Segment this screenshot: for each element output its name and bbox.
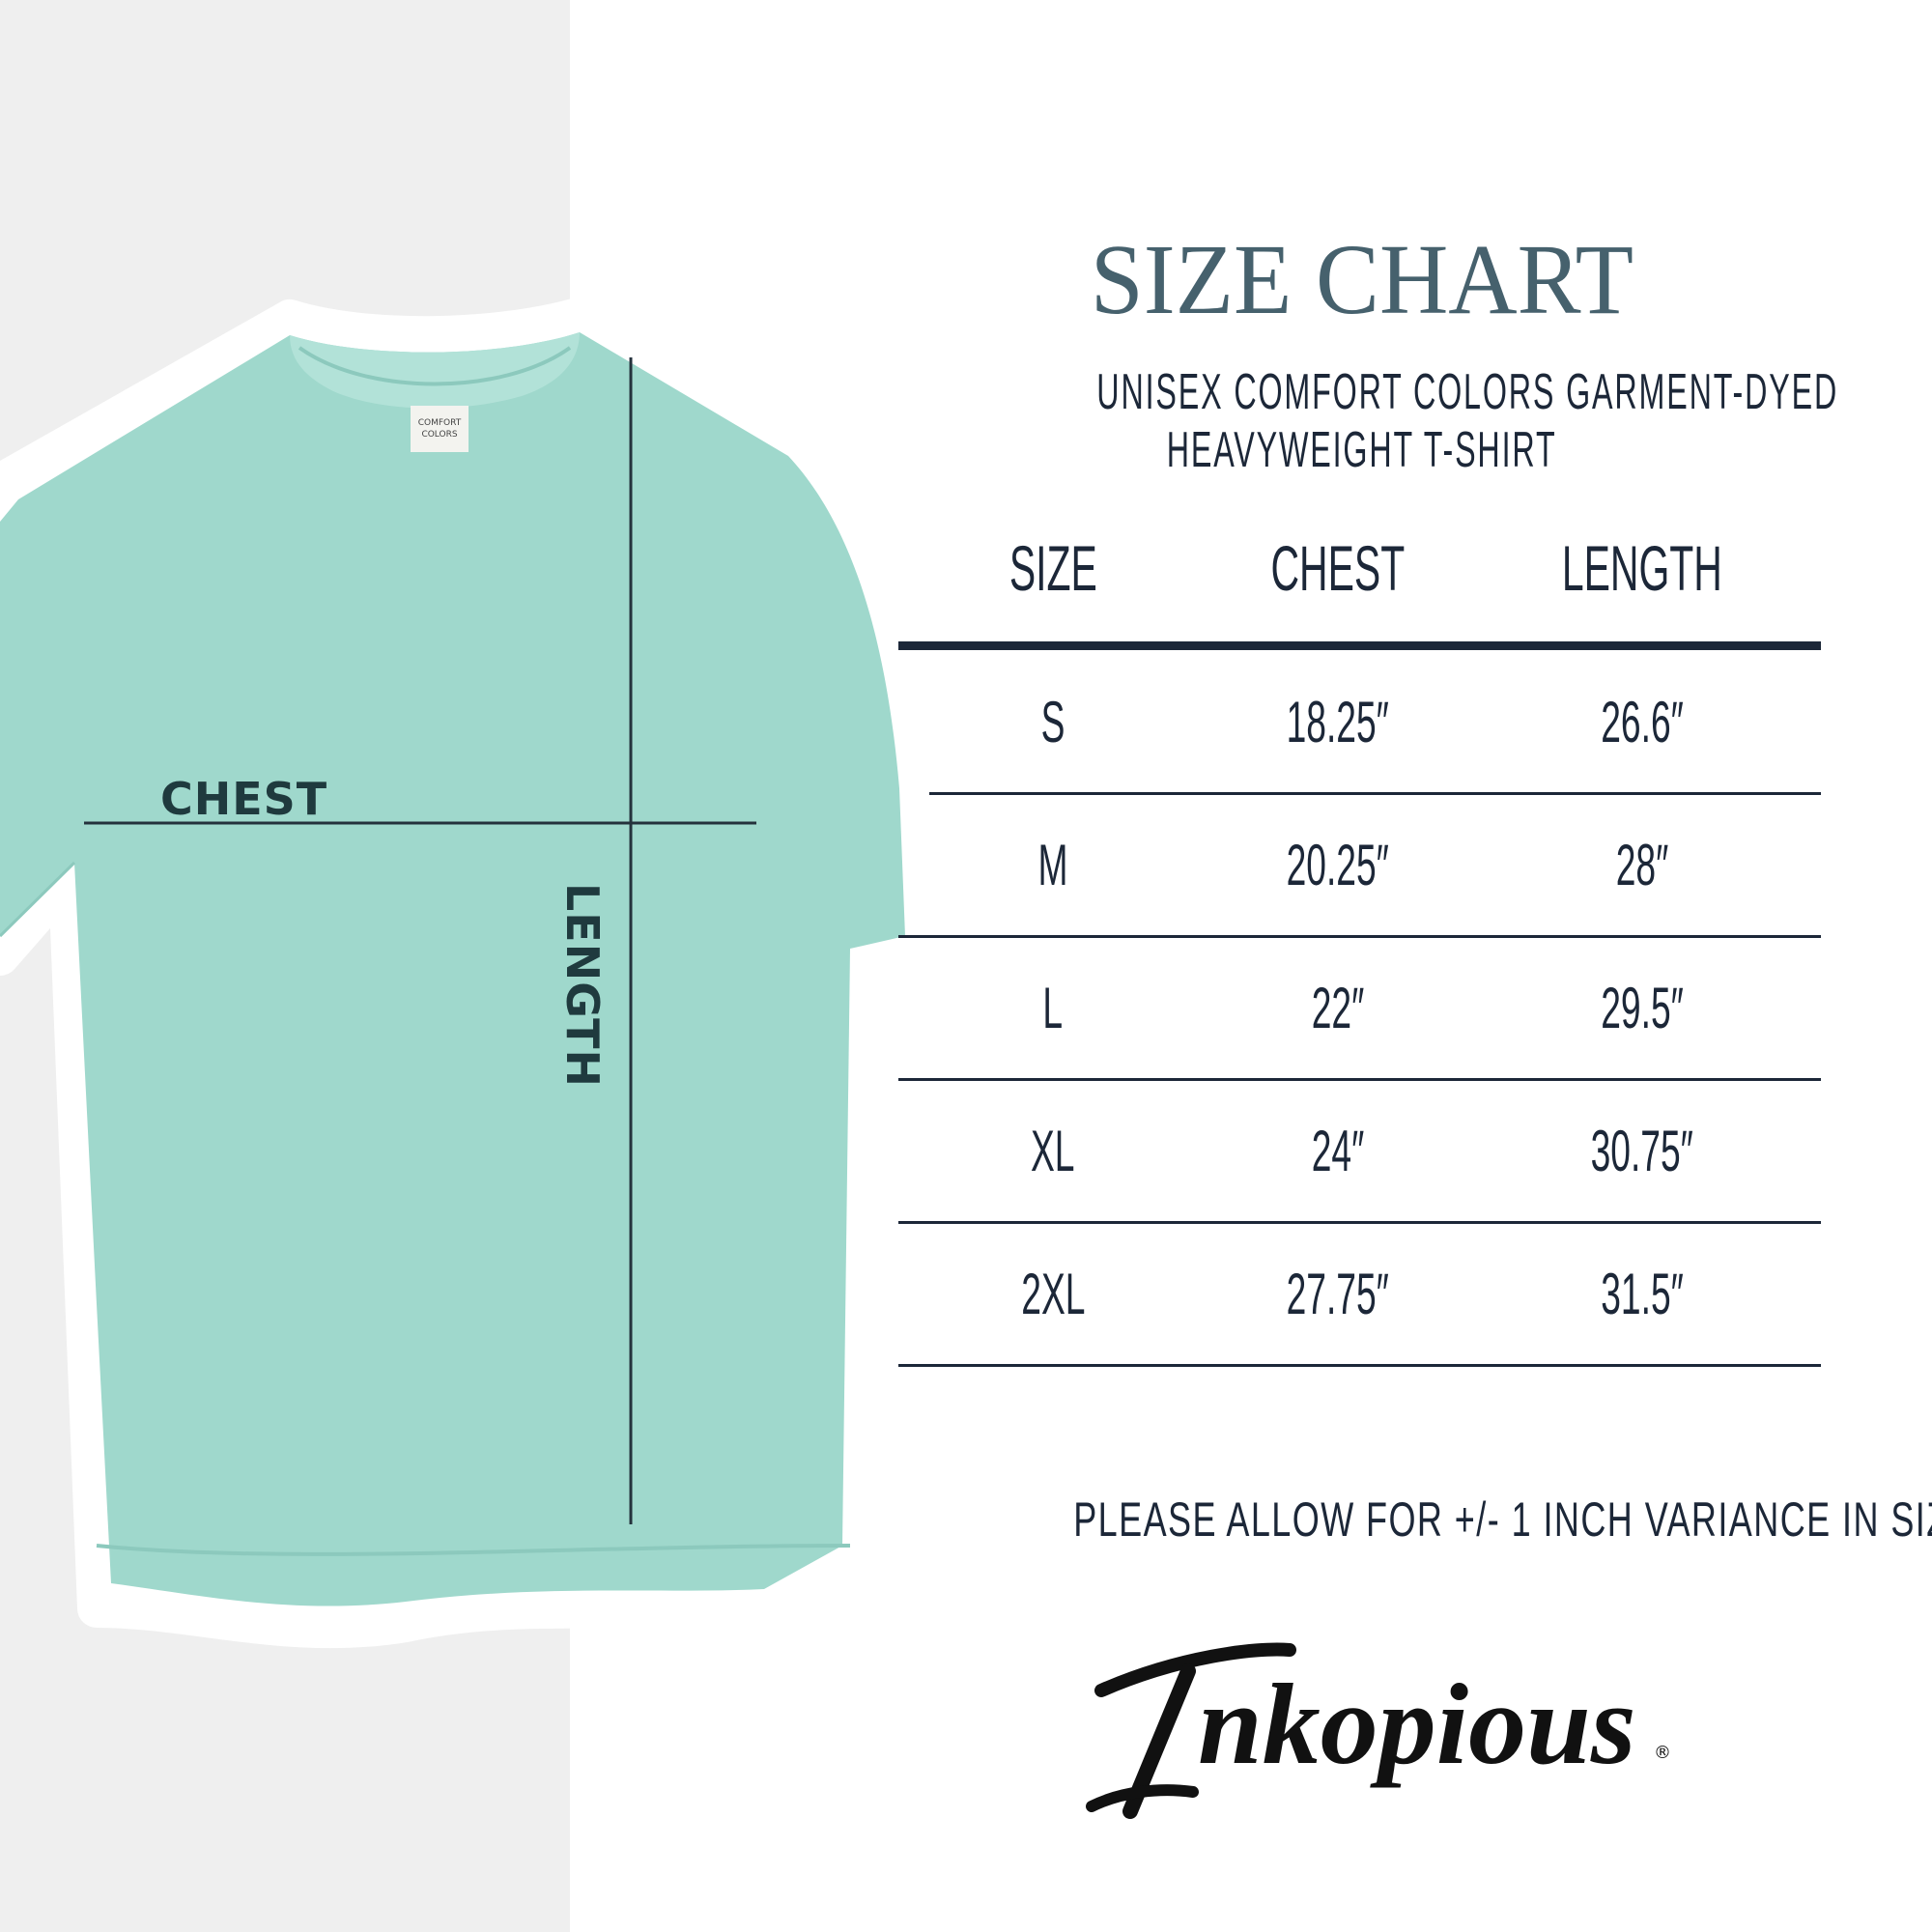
row-divider — [929, 792, 1821, 795]
registered-mark: ® — [1654, 1743, 1671, 1763]
size-value: M — [1037, 833, 1068, 897]
note-text: PLEASE ALLOW FOR +/- 1 INCH VARIANCE IN … — [1073, 1492, 1932, 1547]
chest-value: 24″ — [1311, 1119, 1365, 1183]
length-value: 30.75″ — [1590, 1119, 1694, 1183]
cell-chest: 24″ — [1193, 1122, 1483, 1180]
header-chest: CHEST — [1193, 536, 1483, 600]
inkopious-logo: nkopious ® — [1086, 1642, 1671, 1819]
size-value: L — [1042, 976, 1064, 1040]
subtitle-text: UNISEX COMFORT COLORS GARMENT-DYED — [1096, 364, 1839, 420]
cell-size: L — [908, 980, 1198, 1037]
cell-size: S — [908, 694, 1198, 752]
cell-size: XL — [908, 1122, 1198, 1180]
cell-length: 28″ — [1497, 837, 1787, 895]
row-divider — [898, 1078, 1821, 1081]
page-title: SIZE CHART — [869, 230, 1855, 330]
cell-chest: 27.75″ — [1193, 1265, 1483, 1323]
length-value: 28″ — [1615, 833, 1669, 897]
chest-value: 27.75″ — [1286, 1262, 1390, 1326]
subtitle-line-1: UNISEX COMFORT COLORS GARMENT-DYED — [869, 367, 1855, 417]
subtitle-line-2: HEAVYWEIGHT T-SHIRT — [869, 425, 1855, 475]
svg-text:COLORS: COLORS — [421, 430, 457, 440]
cell-size: 2XL — [908, 1265, 1198, 1323]
cell-chest: 18.25″ — [1193, 694, 1483, 752]
chest-value: 20.25″ — [1286, 833, 1390, 897]
cell-length: 26.6″ — [1497, 694, 1787, 752]
cell-length: 29.5″ — [1497, 980, 1787, 1037]
row-divider — [898, 935, 1821, 938]
chest-label: CHEST — [160, 773, 328, 825]
subtitle-text: HEAVYWEIGHT T-SHIRT — [1167, 422, 1557, 478]
cell-length: 31.5″ — [1497, 1265, 1787, 1323]
tshirt-collar — [290, 332, 580, 409]
header-divider — [898, 641, 1821, 650]
size-value: S — [1040, 690, 1065, 754]
collar-tag — [411, 406, 469, 452]
length-value: 31.5″ — [1601, 1262, 1684, 1326]
length-value: 29.5″ — [1601, 976, 1684, 1040]
size-value: XL — [1031, 1119, 1075, 1183]
header-text: SIZE — [1009, 532, 1097, 604]
chest-value: 22″ — [1311, 976, 1365, 1040]
header-text: LENGTH — [1562, 532, 1722, 604]
tshirt-image: COMFORT COLORS — [0, 332, 905, 1606]
header-text: CHEST — [1270, 532, 1406, 604]
chest-value: 18.25″ — [1286, 690, 1390, 754]
cell-chest: 20.25″ — [1193, 837, 1483, 895]
row-divider — [898, 1364, 1821, 1367]
logo-wordmark: nkopious — [1198, 1660, 1636, 1788]
header-length: LENGTH — [1497, 536, 1787, 600]
cell-length: 30.75″ — [1497, 1122, 1787, 1180]
header-size: SIZE — [908, 536, 1198, 600]
cell-size: M — [908, 837, 1198, 895]
tshirt-body — [0, 332, 905, 1606]
title-text: SIZE CHART — [1090, 224, 1634, 335]
variance-note: PLEASE ALLOW FOR +/- 1 INCH VARIANCE IN … — [898, 1495, 1932, 1544]
svg-text:COMFORT: COMFORT — [418, 418, 462, 428]
length-label: LENGTH — [556, 882, 609, 1089]
row-divider — [898, 1221, 1821, 1224]
length-value: 26.6″ — [1601, 690, 1684, 754]
cell-chest: 22″ — [1193, 980, 1483, 1037]
size-value: 2XL — [1020, 1262, 1086, 1326]
